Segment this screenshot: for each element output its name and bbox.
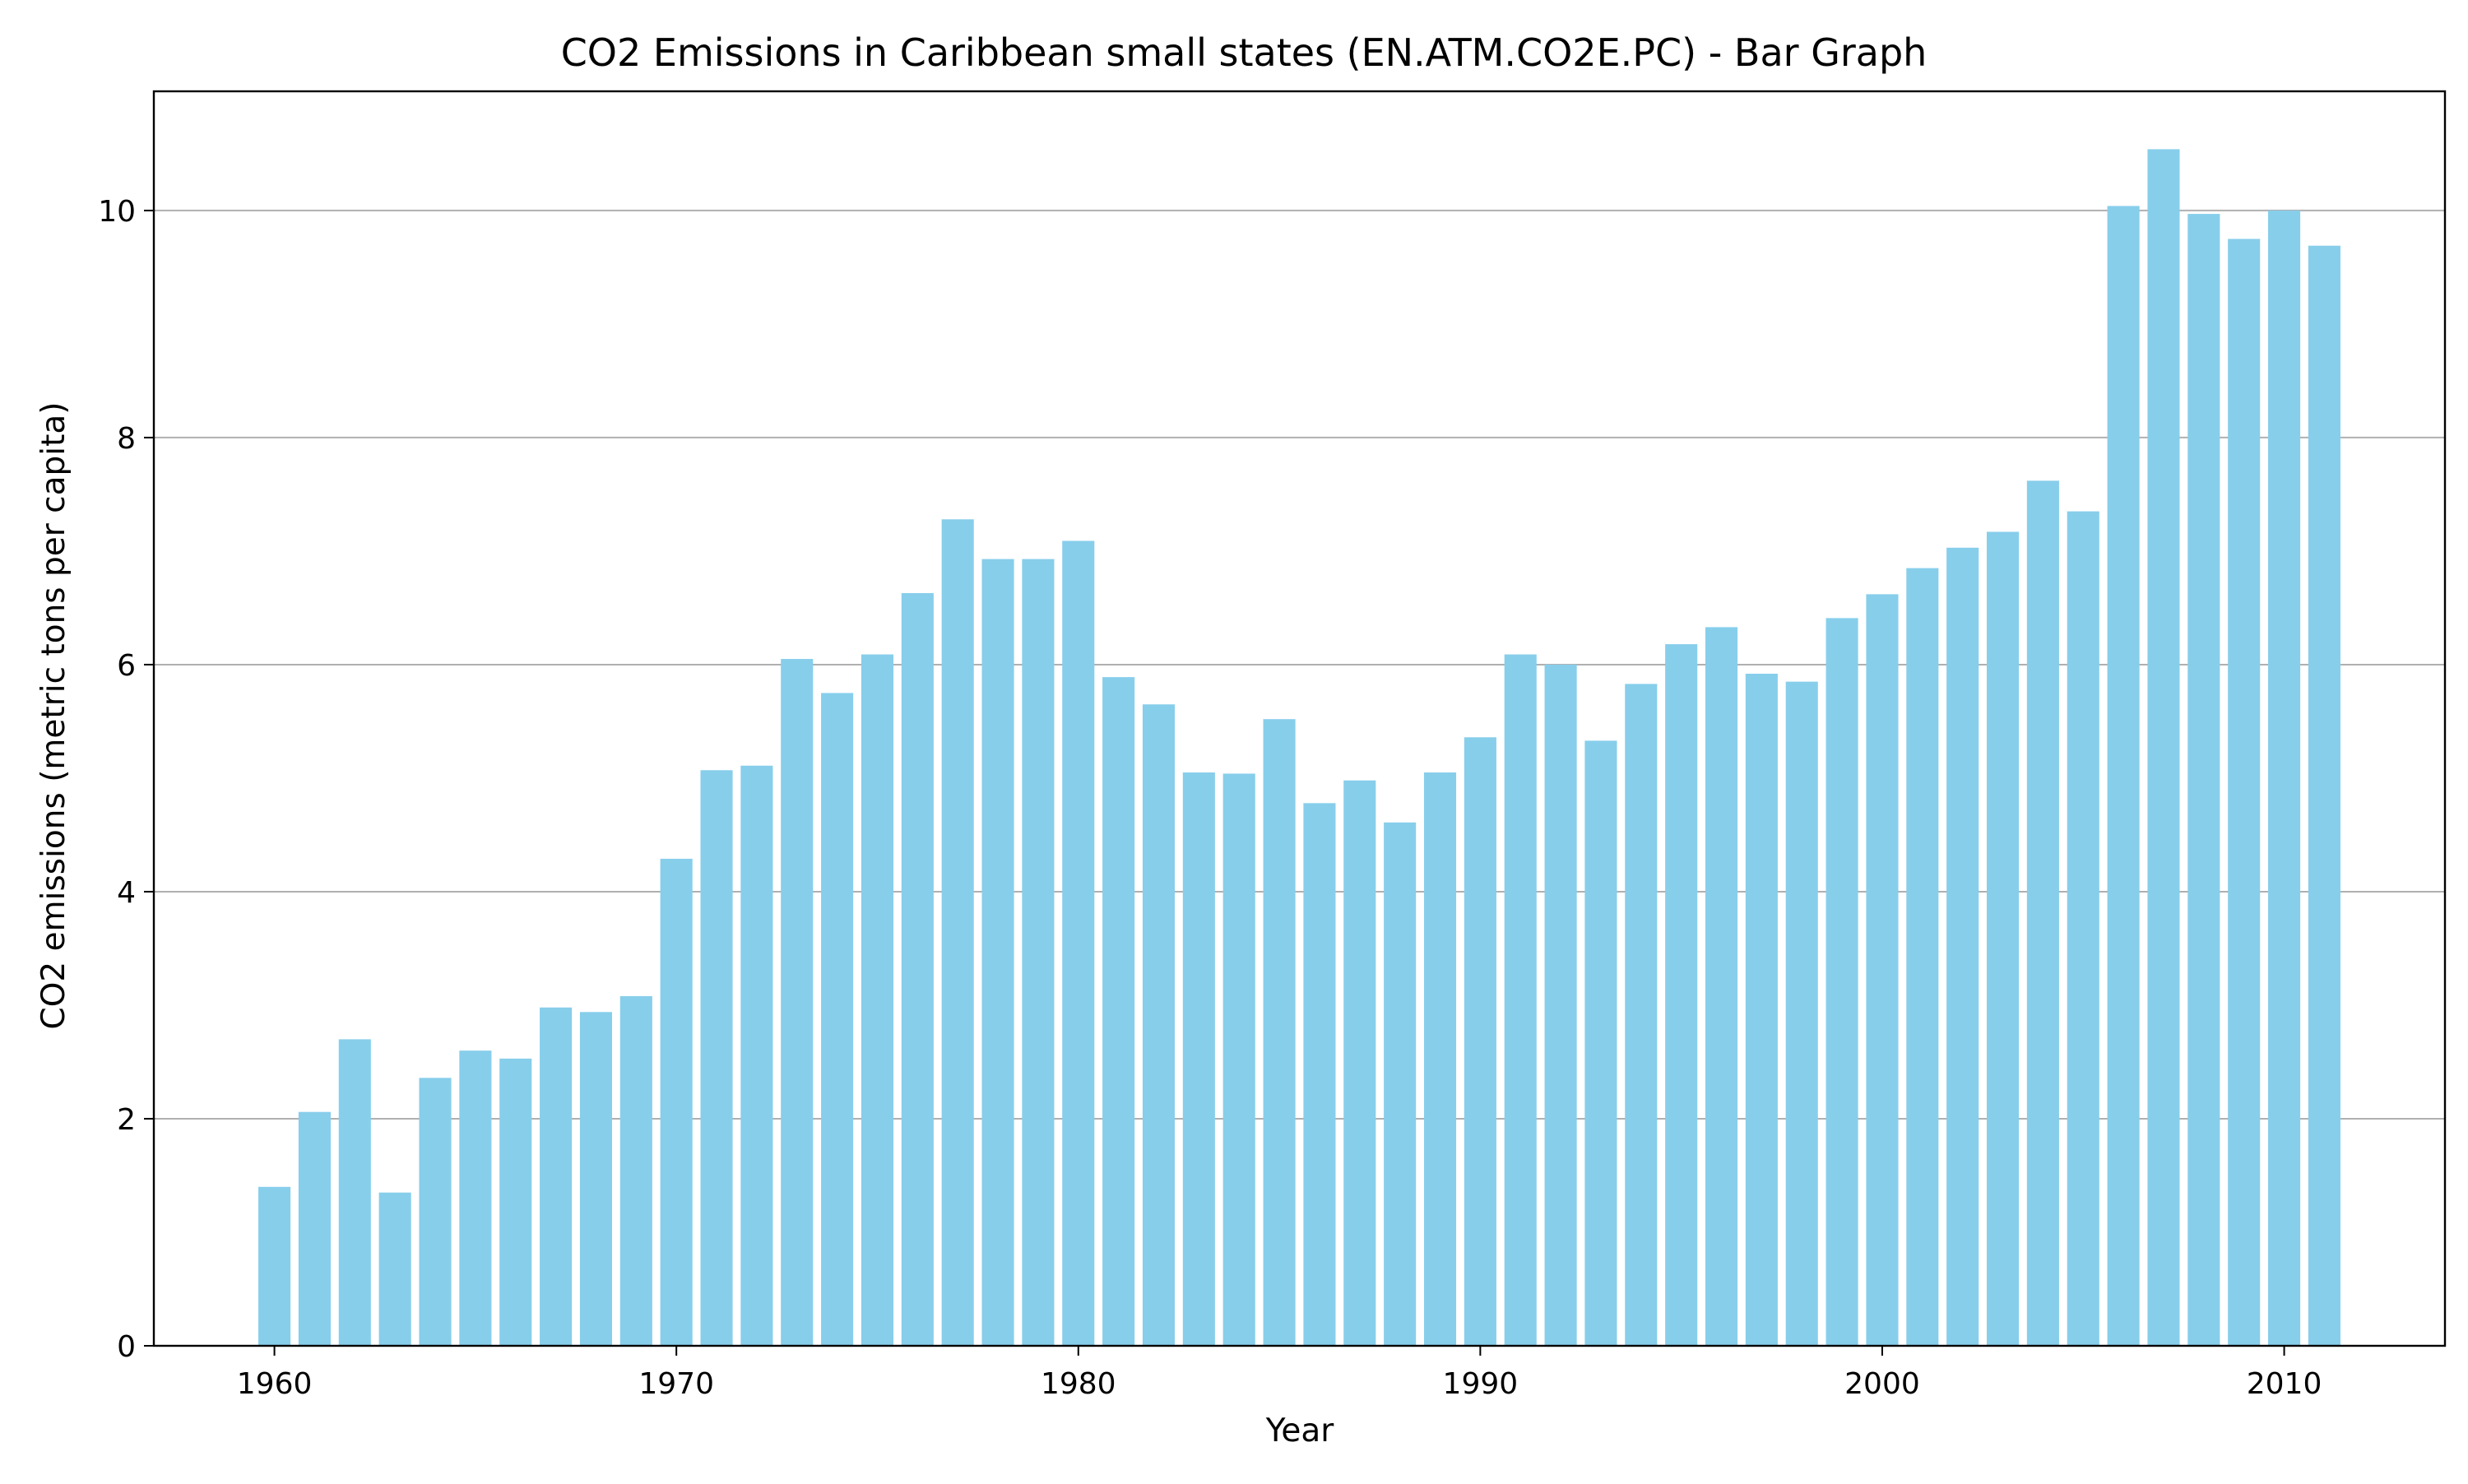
bar-1999 bbox=[1825, 618, 1858, 1346]
bar-1994 bbox=[1625, 684, 1658, 1346]
bar-1971 bbox=[700, 770, 733, 1346]
bar-1993 bbox=[1584, 740, 1617, 1346]
bar-1974 bbox=[821, 693, 854, 1346]
y-axis-ticks: 0 2 4 6 8 10 bbox=[98, 195, 154, 1364]
bar-1987 bbox=[1343, 780, 1376, 1346]
x-tick-label: 1980 bbox=[1041, 1367, 1116, 1401]
y-tick-label: 0 bbox=[117, 1330, 136, 1364]
bar-2011 bbox=[2308, 245, 2340, 1346]
bar-1970 bbox=[660, 858, 693, 1346]
bar-2008 bbox=[2187, 214, 2220, 1346]
x-tick-label: 2000 bbox=[1844, 1367, 1920, 1401]
bar-1968 bbox=[579, 1012, 612, 1346]
x-tick-label: 1970 bbox=[638, 1367, 714, 1401]
bar-1998 bbox=[1785, 681, 1818, 1346]
bar-2009 bbox=[2228, 239, 2261, 1347]
x-tick-label: 1990 bbox=[1443, 1367, 1519, 1401]
bar-1963 bbox=[378, 1192, 411, 1346]
bar-1969 bbox=[619, 995, 652, 1346]
x-tick-label: 2010 bbox=[2247, 1367, 2322, 1401]
bar-2006 bbox=[2107, 206, 2140, 1346]
bar-2004 bbox=[2026, 480, 2059, 1346]
bar-1985 bbox=[1263, 719, 1296, 1346]
bar-1975 bbox=[861, 654, 894, 1346]
bar-1976 bbox=[901, 593, 934, 1346]
bar-2003 bbox=[1987, 531, 2020, 1346]
x-tick-label: 1960 bbox=[237, 1367, 313, 1401]
bar-1983 bbox=[1182, 772, 1215, 1346]
x-axis-ticks: 1960 1970 1980 1990 2000 2010 bbox=[237, 1346, 2322, 1401]
bar-1973 bbox=[781, 659, 814, 1346]
bar-1988 bbox=[1384, 822, 1417, 1346]
bar-1978 bbox=[981, 559, 1014, 1346]
bar-1984 bbox=[1222, 773, 1255, 1346]
bar-1964 bbox=[419, 1078, 452, 1346]
y-tick-label: 2 bbox=[117, 1103, 136, 1137]
bar-1965 bbox=[459, 1050, 492, 1346]
bar-1977 bbox=[941, 519, 974, 1346]
bar-1972 bbox=[740, 765, 773, 1346]
bar-1980 bbox=[1062, 540, 1095, 1346]
bar-1960 bbox=[258, 1186, 291, 1346]
y-tick-label: 8 bbox=[117, 422, 136, 456]
bar-1989 bbox=[1423, 772, 1457, 1346]
plot-frame bbox=[152, 90, 2447, 1347]
chart-title: CO2 Emissions in Caribbean small states … bbox=[561, 30, 1928, 75]
bar-1981 bbox=[1102, 677, 1135, 1346]
bar-1995 bbox=[1665, 644, 1698, 1346]
bar-1962 bbox=[338, 1039, 371, 1346]
bar-2000 bbox=[1866, 594, 1899, 1346]
bar-1966 bbox=[499, 1058, 532, 1346]
bar-1997 bbox=[1745, 673, 1778, 1346]
bar-1982 bbox=[1142, 704, 1176, 1346]
y-tick-label: 4 bbox=[117, 876, 136, 910]
bar-2002 bbox=[1946, 547, 1979, 1346]
bar-1991 bbox=[1504, 654, 1537, 1346]
bar-1996 bbox=[1705, 627, 1738, 1346]
bar-2005 bbox=[2067, 511, 2099, 1346]
bar-1986 bbox=[1303, 803, 1336, 1346]
y-tick-label: 10 bbox=[98, 195, 136, 229]
bar-2010 bbox=[2268, 210, 2301, 1346]
bar-1979 bbox=[1022, 559, 1055, 1346]
y-tick-label: 6 bbox=[117, 649, 136, 683]
bar-1992 bbox=[1544, 664, 1577, 1346]
bar-1990 bbox=[1464, 737, 1496, 1346]
bar-1961 bbox=[298, 1111, 331, 1346]
bar-2007 bbox=[2147, 149, 2180, 1346]
y-axis-label: CO2 emissions (metric tons per capita) bbox=[35, 401, 72, 1029]
x-axis-label: Year bbox=[1265, 1412, 1335, 1449]
bar-1967 bbox=[540, 1007, 573, 1346]
bar-2001 bbox=[1906, 568, 1939, 1346]
bars bbox=[258, 149, 2340, 1347]
